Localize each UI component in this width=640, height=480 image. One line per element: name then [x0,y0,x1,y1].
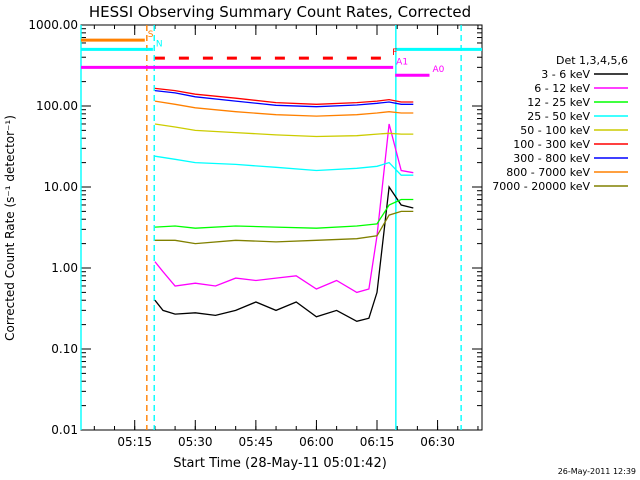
series-line [154,198,414,229]
x-axis-label: Start Time (28-May-11 05:01:42) [173,456,387,471]
series-line [154,210,414,245]
legend-entry-label: 7000 - 20000 keV [492,180,590,193]
y-tick-label: 1000.00 [28,18,78,32]
flag-bar-label: F [392,48,397,58]
series-line [154,185,414,322]
x-tick-label: 06:15 [360,435,395,449]
x-tick-label: 06:30 [420,435,455,449]
legend-title: Det 1,3,4,5,6 [556,54,628,67]
flag-bar-label: A0 [433,65,445,75]
flag-bar-label: N [156,39,163,49]
y-axis-label: Corrected Count Rate (s⁻¹ detector⁻¹) [3,115,17,341]
legend-entry-label: 300 - 800 keV [513,152,590,165]
legend-entry-label: 3 - 6 keV [541,68,590,81]
x-tick-label: 06:00 [299,435,334,449]
series-line [154,87,414,105]
y-tick-label: 0.01 [51,423,78,437]
chart-title: HESSI Observing Summary Count Rates, Cor… [89,3,471,21]
legend-entry-label: 800 - 7000 keV [506,166,590,179]
series-line [154,123,414,138]
y-tick-label: 0.10 [51,342,78,356]
series-line [154,123,414,294]
series-line [154,100,414,117]
x-tick-label: 05:45 [239,435,274,449]
legend-entry-label: 100 - 300 keV [513,138,590,151]
footer-timestamp: 26-May-2011 12:39 [558,467,636,476]
y-tick-label: 1.00 [51,261,78,275]
x-tick-label: 05:15 [117,435,152,449]
series-line [154,89,414,108]
series-line [154,155,414,176]
flag-bar-label: S [148,30,154,40]
legend-entry-label: 6 - 12 keV [534,82,590,95]
plot-area: 0.01 0.10 1.00 10.00 100.00 1000.00 05:15 05:30… [28,18,483,449]
y-tick-label: 100.00 [36,99,78,113]
x-tick-label: 05:30 [178,435,213,449]
legend-entry-label: 50 - 100 keV [520,124,590,137]
legend-entry-label: 12 - 25 keV [527,96,590,109]
legend-entry-label: 25 - 50 keV [527,110,590,123]
y-tick-label: 10.00 [44,180,78,194]
flag-bar-label: A1 [396,57,408,67]
